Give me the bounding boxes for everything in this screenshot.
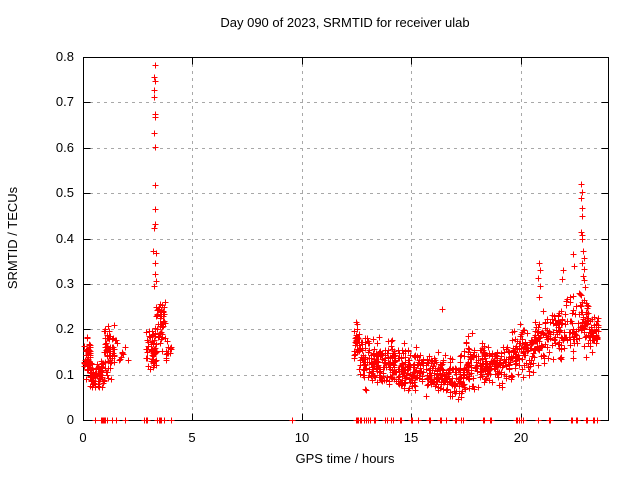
y-tick-label: 0.3	[56, 276, 74, 291]
x-tick-label: 5	[188, 430, 195, 445]
y-tick-label: 0.7	[56, 94, 74, 109]
axis-ticks	[83, 57, 609, 421]
x-tick-label: 20	[514, 430, 528, 445]
plot-generated-layers: 0 5 10 15 20 0 0.1 0.2 0.3 0.4 0.5 0.6 0.7 0.8	[56, 49, 609, 445]
x-tick-labels: 0 5 10 15 20	[79, 430, 528, 445]
x-tick-label: 0	[79, 430, 86, 445]
x-axis-label: GPS time / hours	[296, 451, 395, 466]
y-tick-labels: 0 0.1 0.2 0.3 0.4 0.5 0.6 0.7 0.8	[56, 49, 74, 427]
y-tick-label: 0.5	[56, 185, 74, 200]
axes	[83, 57, 609, 421]
y-tick-label: 0.1	[56, 367, 74, 382]
y-tick-label: 0.8	[56, 49, 74, 64]
gridlines	[83, 57, 608, 420]
x-tick-label: 15	[404, 430, 418, 445]
y-tick-label: 0.6	[56, 140, 74, 155]
chart-title: Day 090 of 2023, SRMTID for receiver ula…	[220, 15, 469, 30]
y-axis-label: SRMTID / TECUs	[5, 186, 20, 289]
y-tick-label: 0.4	[56, 231, 74, 246]
scatter-points	[81, 62, 602, 424]
y-tick-label: 0.2	[56, 321, 74, 336]
y-tick-label: 0	[67, 412, 74, 427]
x-tick-label: 10	[295, 430, 309, 445]
